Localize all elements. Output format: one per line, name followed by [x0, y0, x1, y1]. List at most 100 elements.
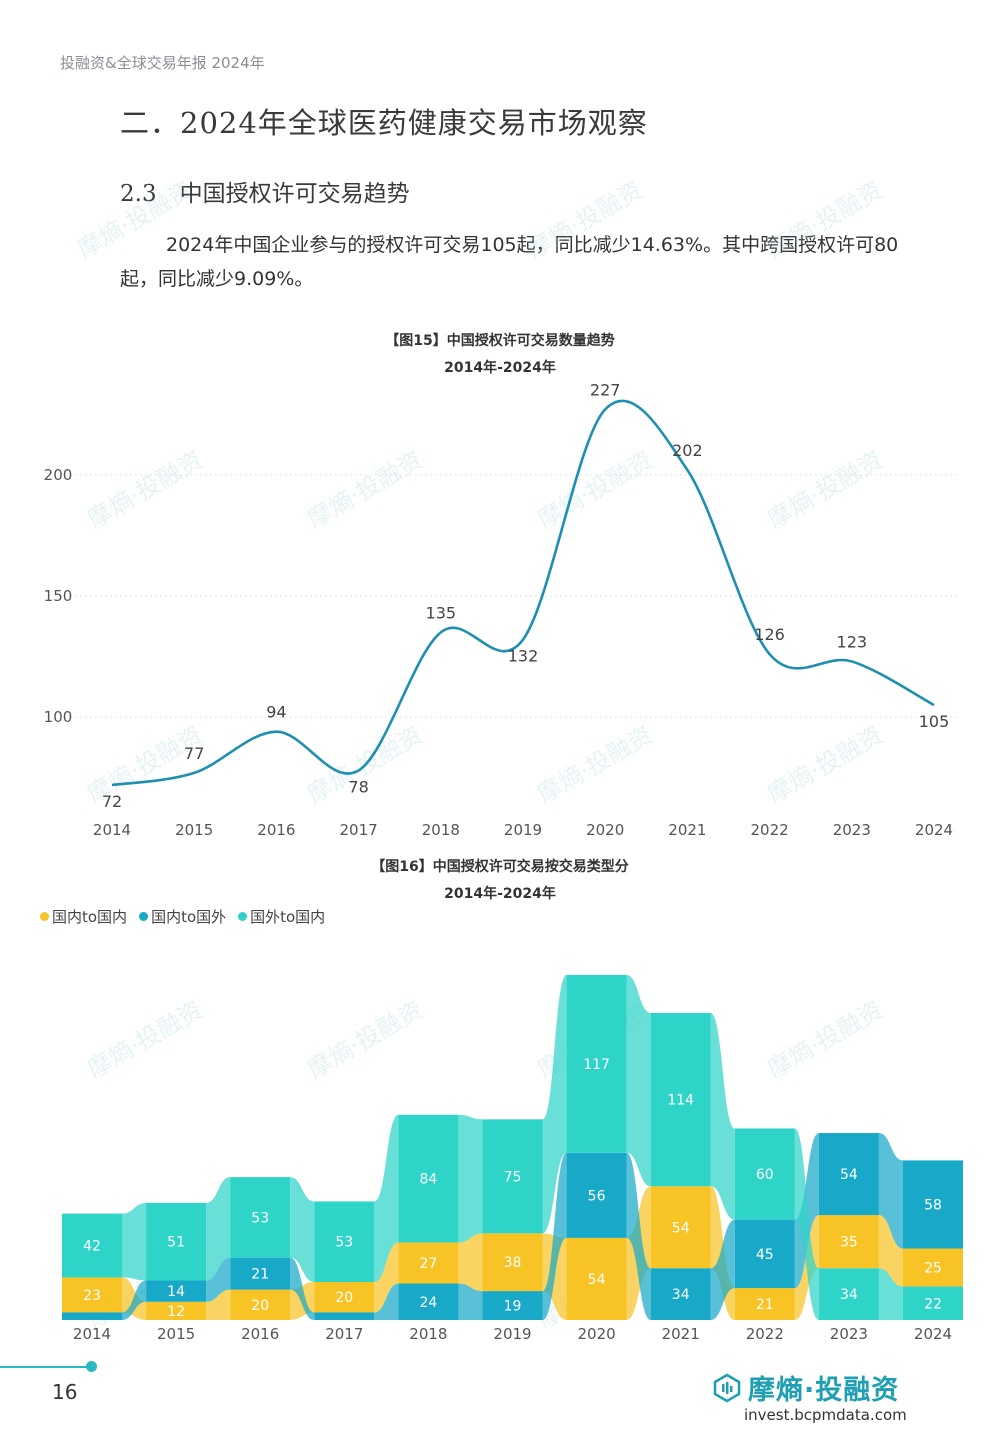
- body-paragraph: 2024年中国企业参与的授权许可交易105起，同比减少14.63%。其中跨国授权…: [120, 234, 899, 290]
- footer-url: invest.bcpmdata.com: [744, 1406, 907, 1424]
- ribbon-bar: [566, 974, 627, 1153]
- data-label: 42: [83, 1239, 101, 1255]
- data-label: 19: [504, 1299, 522, 1315]
- ribbon-band: [374, 1114, 399, 1282]
- logo-text: 摩熵·投融资: [748, 1375, 900, 1406]
- footer-rule: [0, 1366, 92, 1368]
- x-tick-label: 2018: [422, 821, 460, 839]
- x-tick-label: 2020: [578, 1325, 616, 1343]
- x-tick-label: 2016: [257, 821, 295, 839]
- ribbon-band: [122, 1280, 147, 1320]
- figure15-subtitle: 2014年-2024年: [444, 360, 556, 376]
- legend-label: 国内to国内: [52, 908, 128, 926]
- legend-dot-icon: [40, 912, 49, 921]
- x-tick-label: 2015: [175, 821, 213, 839]
- ribbon-bar: [62, 1312, 122, 1320]
- ribbon-band: [374, 1242, 399, 1313]
- ribbon-band: [878, 1133, 903, 1249]
- ribbon-bar: [482, 1233, 543, 1292]
- data-label: 105: [919, 712, 950, 731]
- data-label: 58: [924, 1197, 942, 1213]
- data-label: 60: [756, 1167, 774, 1183]
- ribbon-band: [290, 1257, 315, 1320]
- x-tick-label: 2023: [830, 1325, 868, 1343]
- data-label: 53: [335, 1235, 353, 1251]
- x-tick-label: 2024: [914, 1325, 952, 1343]
- ribbon-bar: [650, 1186, 711, 1269]
- y-tick-label: 150: [44, 587, 73, 605]
- ribbon-bar: [650, 1012, 711, 1187]
- data-label: 34: [672, 1287, 690, 1303]
- data-label: 12: [167, 1304, 185, 1320]
- ribbon-bar: [62, 1277, 122, 1313]
- data-label: 135: [426, 603, 457, 622]
- ribbon-bar: [314, 1201, 375, 1282]
- y-tick-label: 200: [44, 466, 73, 484]
- chart-legend: 国内to国内 国内to国外 国外to国内: [40, 906, 325, 927]
- ribbon-bar: [314, 1282, 375, 1313]
- legend-label: 国内to国外: [151, 908, 227, 926]
- ribbon-band: [206, 1289, 231, 1320]
- x-tick-label: 2024: [915, 821, 953, 839]
- data-label: 21: [251, 1267, 269, 1283]
- ribbon-band: [290, 1177, 315, 1282]
- data-label: 54: [672, 1220, 690, 1236]
- data-label: 20: [251, 1298, 269, 1314]
- x-tick-label: 2022: [746, 1325, 784, 1343]
- ribbon-bar: [566, 1237, 627, 1320]
- data-label: 14: [167, 1284, 185, 1300]
- hexagon-logo-icon: [713, 1373, 741, 1402]
- running-header: 投融资&全球交易年报 2024年: [60, 54, 265, 72]
- x-tick-label: 2014: [93, 821, 131, 839]
- ribbon-band: [878, 1268, 903, 1320]
- ribbon-bar: [903, 1160, 963, 1249]
- ribbon-bar: [650, 1268, 711, 1320]
- series-line: [111, 399, 935, 787]
- legend-item: 国外to国内: [238, 906, 325, 927]
- ribbon-bar: [146, 1280, 207, 1302]
- legend-dot-icon: [238, 912, 248, 921]
- data-label: 24: [419, 1295, 437, 1311]
- data-label: 126: [754, 625, 785, 644]
- legend-item: 国内to国外: [139, 906, 226, 927]
- data-label: 54: [588, 1272, 606, 1288]
- data-label: 45: [756, 1247, 774, 1263]
- x-tick-label: 2017: [340, 821, 378, 839]
- data-label: 75: [504, 1169, 522, 1185]
- data-label: 78: [348, 777, 368, 796]
- data-label: 23: [83, 1288, 101, 1304]
- ribbon-bar: [818, 1133, 879, 1216]
- figure15-title: 【图15】中国授权许可交易数量趋势: [385, 333, 615, 349]
- data-label: 20: [335, 1290, 353, 1306]
- x-tick-label: 2019: [493, 1325, 531, 1343]
- ribbon-bar: [903, 1286, 963, 1320]
- ribbon-band: [878, 1215, 903, 1287]
- data-label: 202: [672, 441, 703, 460]
- x-tick-label: 2021: [668, 821, 706, 839]
- ribbon-band: [458, 1283, 483, 1320]
- x-tick-label: 2017: [325, 1325, 363, 1343]
- page-number: 16: [52, 1380, 78, 1404]
- data-label: 22: [924, 1296, 942, 1312]
- ribbon-bar: [566, 1152, 627, 1238]
- ribbon-bar: [903, 1248, 963, 1287]
- x-tick-label: 2021: [662, 1325, 700, 1343]
- ribbon-bar: [314, 1312, 375, 1320]
- legend-dot-icon: [139, 912, 149, 921]
- ribbon-band: [374, 1283, 399, 1320]
- data-label: 227: [590, 380, 621, 399]
- legend-item: 国内to国内: [40, 906, 127, 927]
- ribbon-band: [542, 1152, 567, 1320]
- x-tick-label: 2016: [241, 1325, 279, 1343]
- ribbon-bar: [230, 1177, 291, 1258]
- ribbon-bar: [818, 1215, 879, 1269]
- ribbon-bar: [146, 1301, 207, 1320]
- ribbon-band: [206, 1257, 231, 1302]
- y-tick-label: 100: [44, 708, 73, 726]
- data-label: 94: [266, 703, 286, 722]
- data-label: 72: [102, 792, 122, 811]
- data-label: 25: [924, 1261, 942, 1277]
- x-tick-label: 2020: [586, 821, 624, 839]
- ribbon-band: [122, 1202, 147, 1281]
